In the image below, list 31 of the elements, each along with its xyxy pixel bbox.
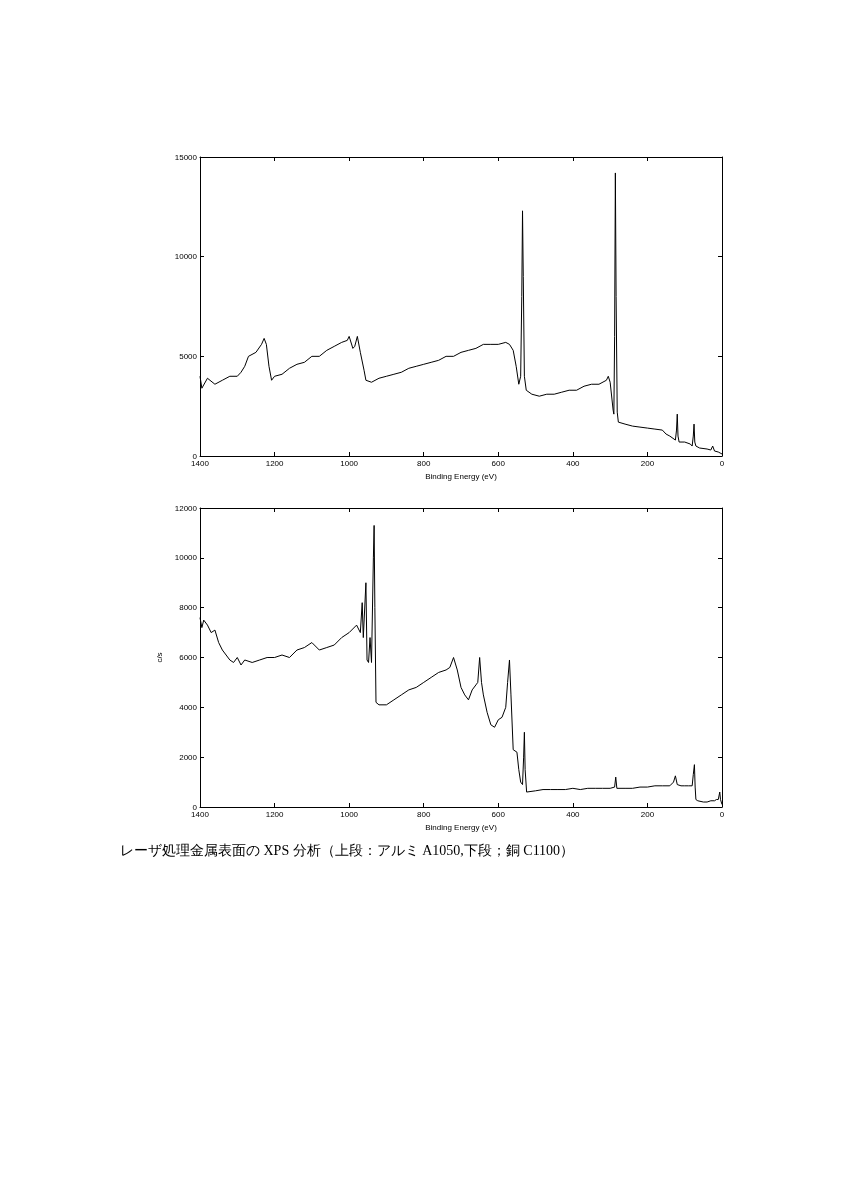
x-axis-title: Binding Energy (eV) <box>425 822 498 832</box>
x-tick-label: 400 <box>566 458 581 468</box>
x-tick-label: 0 <box>719 809 725 819</box>
x-tick-label: 1200 <box>265 809 285 819</box>
x-tick-label: 800 <box>417 809 431 819</box>
x-tick-label: 600 <box>491 809 506 819</box>
text: レーザ処理金属表面の XPS 分析（上段：アルミ A1050,下段；銅 C1100） <box>120 842 575 860</box>
x-axis-title: Binding Energy (eV) <box>425 471 498 481</box>
y-tick-label: 10000 <box>174 553 198 563</box>
x-tick-label: 0 <box>719 458 725 468</box>
x-tick-label: 1400 <box>191 809 210 819</box>
x-tick-label: 400 <box>566 809 581 819</box>
x-tick-label: 1000 <box>340 458 359 468</box>
y-tick-label: 6000 <box>179 653 198 662</box>
x-tick-label: 200 <box>640 458 655 468</box>
x-tick-label: 600 <box>491 458 506 468</box>
y-tick-label: 0 <box>192 451 198 461</box>
x-tick-label: 800 <box>417 458 431 468</box>
x-tick-label: 1200 <box>265 458 285 468</box>
y-tick-label: 12000 <box>174 503 198 513</box>
x-tick-label: 1400 <box>191 458 210 468</box>
y-tick-label: 15000 <box>174 152 198 162</box>
y-tick-label: 5000 <box>179 351 198 361</box>
y-tick-label: 2000 <box>179 752 198 762</box>
y-tick-label: 4000 <box>179 702 198 712</box>
y-tick-label: 8000 <box>179 603 198 613</box>
x-tick-label: 1000 <box>340 809 359 819</box>
x-tick-label: 200 <box>640 809 655 819</box>
y-axis-title: c/s <box>155 652 165 663</box>
y-tick-label: 0 <box>192 802 198 812</box>
y-tick-label: 10000 <box>174 252 198 262</box>
